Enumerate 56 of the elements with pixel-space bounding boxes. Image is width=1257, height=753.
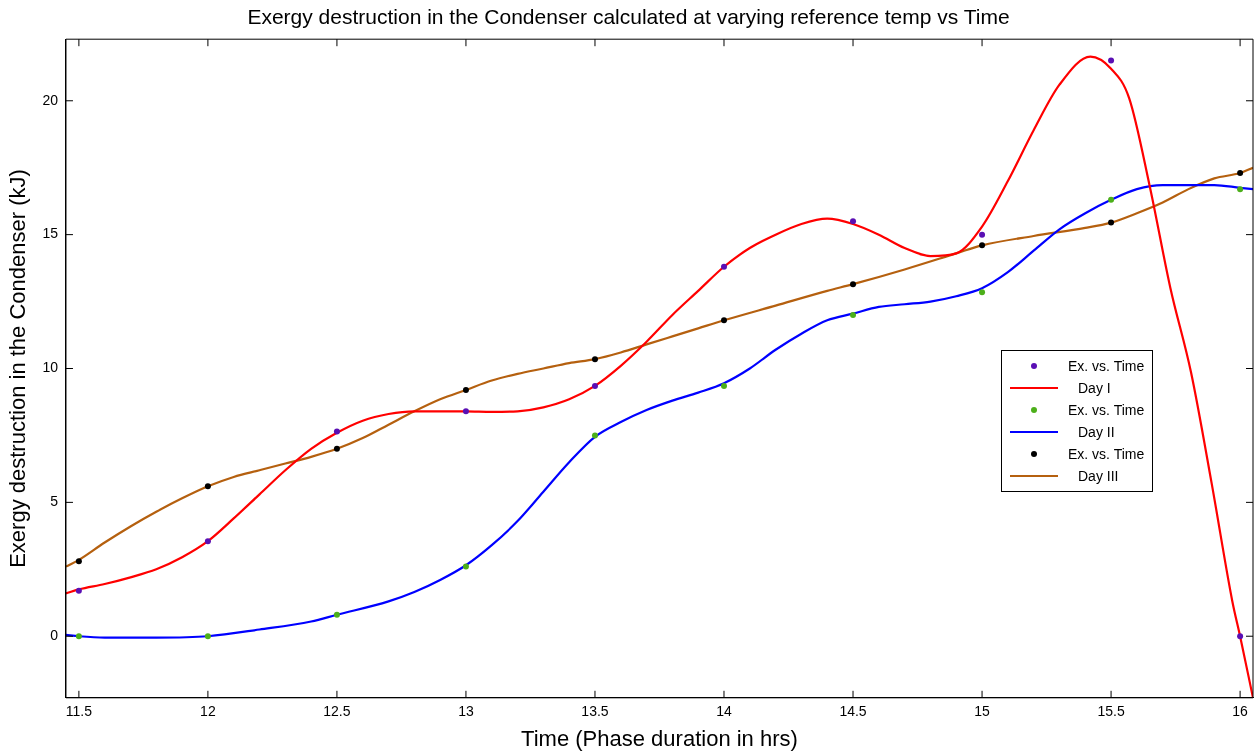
x-tick-label: 16 (1232, 703, 1249, 720)
x-tick-label: 14.5 (839, 703, 867, 720)
x-tick-label: 13 (458, 703, 474, 720)
point (979, 289, 986, 296)
y-tick-label: 15 (42, 225, 59, 242)
point (979, 231, 986, 238)
point (333, 611, 340, 618)
point (1108, 196, 1115, 203)
x-tick-label: 14 (716, 703, 732, 720)
point (721, 382, 727, 389)
point (850, 311, 857, 318)
x-tick-label: 11.5 (65, 703, 93, 720)
chart-title: Exergy destruction in the Condenser calculated at varying reference temp vs Time (247, 5, 1010, 29)
x-tick-label: 15 (974, 703, 991, 720)
point (591, 356, 598, 363)
legend-label: Day I (1078, 380, 1111, 397)
point (462, 408, 469, 415)
line-series (65, 184, 1253, 639)
point (75, 633, 82, 640)
point (462, 563, 469, 570)
point (204, 538, 211, 545)
point (1237, 170, 1244, 177)
point (979, 242, 986, 249)
x-axis-title: Time (Phase duration in hrs) (521, 725, 798, 751)
y-tick-label: 0 (50, 627, 59, 644)
point (333, 445, 340, 452)
point (591, 382, 598, 389)
y-tick-label: 10 (42, 359, 59, 376)
point (75, 587, 82, 594)
y-tick-label: 20 (42, 91, 59, 108)
point (204, 483, 211, 490)
x-tick-label: 12 (200, 703, 216, 720)
x-tick-label: 13.5 (581, 703, 609, 720)
y-axis-title: Exergy destruction in the Condenser (kJ) (5, 169, 31, 568)
point (1108, 219, 1115, 226)
point (204, 633, 211, 640)
legend-label: Day II (1078, 424, 1115, 441)
legend-label: Ex. vs. Time (1068, 446, 1145, 463)
point (721, 263, 727, 270)
point (591, 432, 598, 439)
legend-label: Ex. vs. Time (1068, 358, 1145, 375)
point (333, 428, 340, 435)
line-series (65, 166, 1253, 568)
point (1108, 57, 1115, 64)
x-tick-label: 15.5 (1097, 703, 1125, 720)
point (850, 281, 857, 288)
point (850, 218, 857, 225)
x-tick-label: 12.5 (323, 703, 351, 720)
point (721, 317, 727, 324)
point (1237, 186, 1244, 193)
point (1237, 633, 1244, 640)
legend-label: Ex. vs. Time (1068, 402, 1145, 419)
y-tick-label: 5 (50, 493, 59, 510)
legend-label: Day III (1078, 468, 1119, 485)
point (75, 558, 82, 565)
point (462, 386, 469, 393)
